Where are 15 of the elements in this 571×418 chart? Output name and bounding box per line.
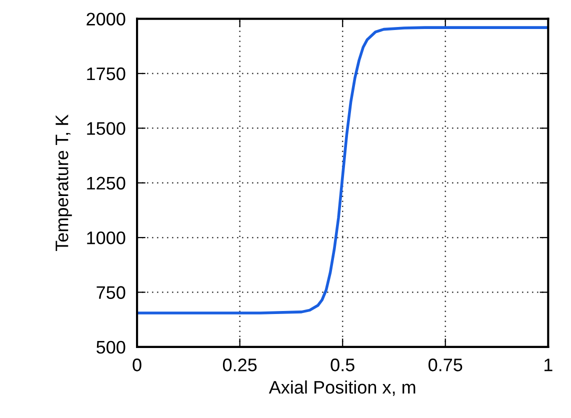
y-axis-title: Temperature T, K — [56, 114, 72, 252]
y-tick-label: 1000 — [87, 232, 126, 244]
y-tick-label: 750 — [96, 286, 126, 299]
x-tick-label: 1 — [544, 358, 552, 372]
line-series — [137, 26, 548, 314]
y-tick-label: 1750 — [87, 67, 126, 80]
x-tick-label: 0.75 — [428, 358, 462, 372]
y-tick-label: 1250 — [87, 176, 126, 190]
x-tick-label: 0.5 — [330, 358, 354, 372]
x-tick-label: 0.25 — [222, 358, 257, 372]
y-tick-label: 500 — [96, 340, 126, 354]
y-tick-label: 2000 — [86, 12, 126, 26]
x-axis-title: Axial Position x, m — [268, 380, 416, 396]
x-tick-label: 0 — [132, 358, 142, 372]
y-tick-label: 1500 — [87, 122, 126, 135]
